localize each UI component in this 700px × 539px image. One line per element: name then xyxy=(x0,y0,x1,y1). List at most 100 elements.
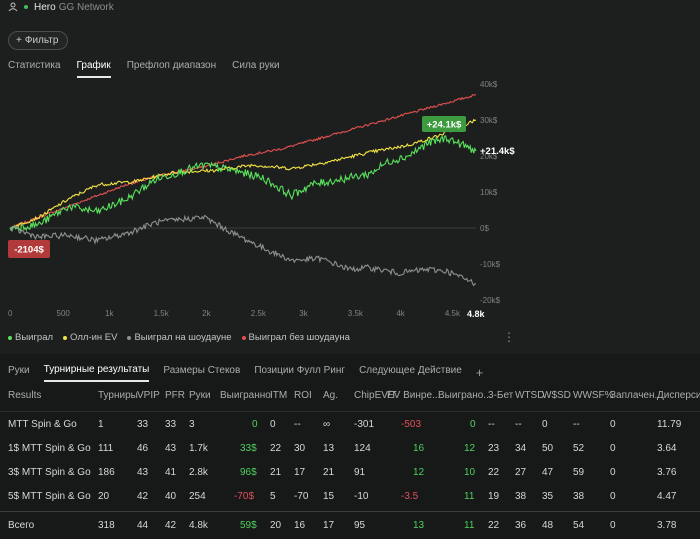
table-row[interactable]: 1$ MTT Spin & Go 111 46 43 1.7k 33$ 22 30 13 124 1… xyxy=(0,440,700,456)
table-cell: 3.64 xyxy=(657,442,677,454)
table-cell: 0 xyxy=(270,418,276,430)
peak-badge xyxy=(422,116,466,132)
table-cell: 44 xyxy=(137,519,149,531)
table-cell: 13 xyxy=(323,442,335,454)
column-header[interactable]: W$SD xyxy=(542,389,571,401)
table-cell: 16 xyxy=(413,442,425,454)
table-row[interactable]: MTT Spin & Go 1 33 33 3 0 0 -- ∞ -301 -503 0 -- -- 0 --… xyxy=(0,416,700,432)
column-header[interactable]: 3-Бет xyxy=(488,389,514,401)
legend-dot-icon xyxy=(8,335,12,340)
table-cell: 38 xyxy=(515,490,527,502)
column-header[interactable]: Дисперси... xyxy=(657,389,700,401)
column-header[interactable]: PFR xyxy=(165,389,185,401)
column-header[interactable]: Results xyxy=(8,389,42,401)
table-cell: 20 xyxy=(98,490,110,502)
table-cell: 124 xyxy=(354,442,371,454)
column-header[interactable]: WWSF% xyxy=(573,389,614,401)
y-tick-label: -20k$ xyxy=(480,296,501,305)
series-line xyxy=(9,214,476,287)
table-cell: 318 xyxy=(98,519,115,531)
table-header: Results Турниры VPIP PFR Руки Выигранно ITM ROI… xyxy=(0,387,700,403)
series-line xyxy=(9,118,477,230)
table-cell: 41 xyxy=(165,466,177,478)
column-header[interactable]: Ag. xyxy=(323,389,339,401)
table-cell: 17 xyxy=(323,519,335,531)
tab-stack-sizes[interactable]: Размеры Стеков xyxy=(163,365,241,376)
column-header[interactable]: Выиграно... xyxy=(438,389,492,401)
table-cell: 43 xyxy=(165,442,177,454)
column-header[interactable]: ROI xyxy=(294,389,312,401)
series-line xyxy=(9,135,477,232)
table-cell: 3.76 xyxy=(657,466,677,478)
bottom-panel: Руки Турнирные результаты Размеры Стеков… xyxy=(0,354,700,539)
table-cell: 38 xyxy=(573,490,585,502)
tab-full-ring-positions[interactable]: Позиции Фулл Ринг xyxy=(254,365,346,376)
column-header[interactable]: Руки xyxy=(189,389,211,401)
column-header[interactable]: ITM xyxy=(270,389,288,401)
tab-next-action[interactable]: Следующее Действие xyxy=(359,365,462,376)
table-cell: 3$ MTT Spin & Go xyxy=(8,466,91,478)
table-cell: 23 xyxy=(488,442,500,454)
tab-preflop-range[interactable]: Префлоп диапазон xyxy=(126,60,217,71)
table-row[interactable]: 5$ MTT Spin & Go 20 42 40 254 -70$ 5 -70 15 -10 -3… xyxy=(0,488,700,504)
table-cell: 21 xyxy=(323,466,335,478)
table-cell: 4.8k xyxy=(189,519,208,531)
user-icon[interactable] xyxy=(8,2,18,12)
table-cell: 1 xyxy=(98,418,104,430)
column-header[interactable]: Заплачен... xyxy=(610,389,663,401)
table-cell: 96$ xyxy=(240,466,257,478)
filter-button[interactable]: + Фильтр xyxy=(8,31,69,50)
column-header[interactable]: EV Винре... xyxy=(387,389,441,401)
legend-item-won[interactable]: Выиграл xyxy=(8,332,53,343)
tab-hand-strength[interactable]: Сила руки xyxy=(232,60,280,71)
tab-hands[interactable]: Руки xyxy=(8,365,30,376)
table-cell: 10 xyxy=(464,466,476,478)
low-label: -2104$ xyxy=(14,245,44,256)
more-options-icon[interactable]: ⋮ xyxy=(503,330,515,344)
table-cell: 33$ xyxy=(240,442,257,454)
table-cell: -70$ xyxy=(234,490,255,502)
add-tab-icon[interactable]: + xyxy=(475,365,484,380)
column-header[interactable]: ChipEV/T xyxy=(354,389,397,401)
legend-item-non-showdown[interactable]: Выиграл без шоудауна xyxy=(241,332,350,343)
table-cell: 0 xyxy=(542,418,548,430)
x-tick-label: 3.5k xyxy=(348,309,364,318)
tab-tournament-results[interactable]: Турнирные результаты xyxy=(43,364,150,382)
table-cell: 34 xyxy=(515,442,527,454)
table-cell: 186 xyxy=(98,466,115,478)
table-cell: 5 xyxy=(270,490,276,502)
table-cell: 22 xyxy=(488,466,500,478)
table-cell: -10 xyxy=(354,490,369,502)
table-cell: 35 xyxy=(542,490,554,502)
final-label: +21.4k$ xyxy=(480,146,515,157)
table-cell: -- xyxy=(515,418,522,430)
column-header[interactable]: Выигранно xyxy=(220,389,271,401)
table-cell: 50 xyxy=(542,442,554,454)
table-cell: 40 xyxy=(165,490,177,502)
table-cell: -70 xyxy=(294,490,309,502)
table-row[interactable]: 3$ MTT Spin & Go 186 43 41 2.8k 96$ 21 17 21 91 12… xyxy=(0,464,700,480)
network-name: GG Network xyxy=(58,1,114,13)
table-cell: 33 xyxy=(165,418,177,430)
tab-statistics[interactable]: Статистика xyxy=(8,60,61,71)
legend-item-showdown[interactable]: Выиграл на шоудауне xyxy=(127,332,232,343)
legend-label: Выиграл на шоудауне xyxy=(134,332,232,343)
legend-label: Выиграл xyxy=(15,332,54,343)
column-header[interactable]: WTSD xyxy=(515,389,545,401)
table-cell: 22 xyxy=(270,442,282,454)
status-dot-icon xyxy=(24,5,28,9)
column-header[interactable]: VPIP xyxy=(137,389,160,401)
low-badge xyxy=(8,240,50,258)
x-tick-label: 0 xyxy=(8,309,13,318)
x-end-label: 4.8k xyxy=(467,309,486,319)
table-cell: 0 xyxy=(610,442,616,454)
table-cell: 33 xyxy=(137,418,149,430)
table-cell: 254 xyxy=(189,490,206,502)
legend-item-allin-ev[interactable]: Олл-ин EV xyxy=(63,332,117,343)
tab-graph[interactable]: График xyxy=(76,60,111,78)
table-cell: 0 xyxy=(610,519,616,531)
table-total-row[interactable]: Всего 318 44 42 4.8k 59$ 20 16 17 95 13 11 22 36 48 54 0… xyxy=(0,517,700,533)
table-cell: 1$ MTT Spin & Go xyxy=(8,442,91,454)
column-header[interactable]: Турниры xyxy=(98,389,138,401)
table-cell: 19 xyxy=(488,490,500,502)
